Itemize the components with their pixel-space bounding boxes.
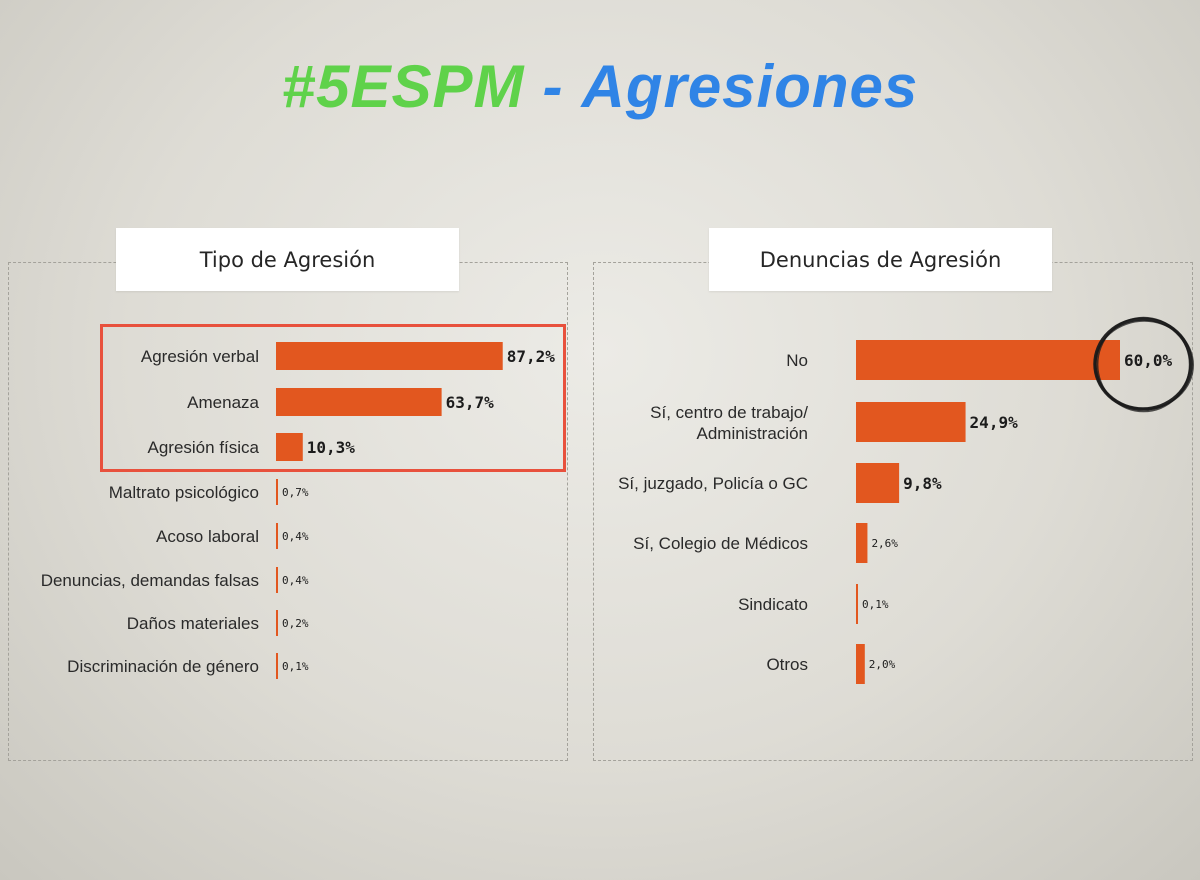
left-bar-5 [276, 567, 278, 593]
left-value-label-4: 0,4% [282, 530, 309, 543]
left-chart-title: Tipo de Agresión [116, 228, 459, 291]
right-bar-1 [856, 402, 966, 442]
right-value-label-1: 24,9% [970, 413, 1019, 432]
left-value-label-2: 10,3% [307, 438, 356, 457]
right-category-label-4: Sindicato [738, 595, 808, 614]
right-bar-2 [856, 463, 900, 503]
left-bar-4 [276, 523, 278, 549]
circle-stroke [1096, 316, 1191, 413]
right-bar-5 [856, 644, 865, 684]
title-separator: - [542, 53, 564, 120]
left-category-label-0: Agresión verbal [141, 347, 259, 366]
circle-annotation [1093, 316, 1194, 413]
left-category-label-6: Daños materiales [127, 614, 259, 633]
right-category-label-5: Otros [766, 655, 808, 674]
right-value-label-4: 0,1% [862, 598, 889, 611]
left-value-label-7: 0,1% [282, 660, 309, 673]
left-value-label-5: 0,4% [282, 574, 309, 587]
title-hashtag: #5ESPM [281, 53, 525, 120]
right-category-label-2: Sí, juzgado, Policía o GC [618, 474, 808, 493]
left-value-label-6: 0,2% [282, 617, 309, 630]
left-bar-2 [276, 433, 303, 461]
page-title: #5ESPM - Agresiones [0, 52, 1200, 121]
right-value-label-2: 9,8% [903, 474, 942, 493]
right-bar-3 [856, 523, 868, 563]
circle-stroke [1094, 320, 1194, 410]
left-category-label-4: Acoso laboral [156, 527, 259, 546]
left-bar-3 [276, 479, 278, 505]
highlight-box [100, 324, 566, 472]
right-value-label-0: 60,0% [1124, 351, 1173, 370]
right-bar-4 [856, 584, 858, 624]
left-category-label-5: Denuncias, demandas falsas [41, 571, 259, 590]
left-value-label-1: 63,7% [446, 393, 495, 412]
left-bar-6 [276, 610, 278, 636]
left-value-label-3: 0,7% [282, 486, 309, 499]
left-category-label-3: Maltrato psicológico [109, 483, 259, 502]
left-category-label-1: Amenaza [187, 393, 259, 412]
right-category-label-1: Sí, centro de trabajo/Administración [650, 403, 808, 443]
right-chart-title: Denuncias de Agresión [709, 228, 1052, 291]
right-bar-0 [856, 340, 1120, 380]
right-value-label-5: 2,0% [869, 658, 896, 671]
left-bar-1 [276, 388, 442, 416]
left-category-label-2: Agresión física [148, 438, 260, 457]
left-bar-0 [276, 342, 503, 370]
right-value-label-3: 2,6% [871, 537, 898, 550]
title-topic: Agresiones [581, 53, 919, 120]
right-category-label-0: No [786, 351, 808, 370]
left-value-label-0: 87,2% [507, 347, 556, 366]
left-bar-7 [276, 653, 278, 679]
left-category-label-7: Discriminación de género [67, 657, 259, 676]
right-category-label-3: Sí, Colegio de Médicos [633, 534, 808, 553]
